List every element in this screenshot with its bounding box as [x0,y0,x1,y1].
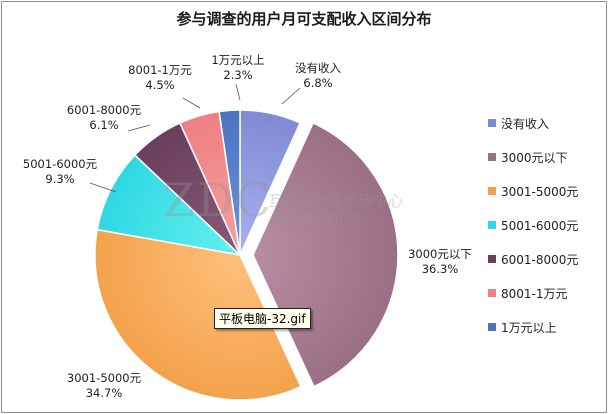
legend-swatch [488,289,496,297]
slice-percent-label: 34.7% [86,386,123,400]
slice-percent-label: 36.3% [422,262,459,276]
leader-line [281,87,301,105]
leader-line [182,97,201,109]
legend-label: 1万元以上 [501,321,557,335]
slice-percent-label: 6.1% [89,118,118,132]
slice-name-label: 1万元以上 [211,53,264,67]
pie-slice [94,228,302,401]
watermark-name: 互联网消费调研中心 [268,192,404,210]
pie-slice [96,154,243,257]
legend-label: 6001-8000元 [501,253,578,267]
slice-name-label: 没有收入 [295,61,341,75]
legend-swatch [488,153,496,161]
pie-slice [218,109,241,256]
legend-label: 3000元以下 [501,151,568,165]
slice-percent-label: 4.5% [145,78,174,92]
slice-percent-label: 6.8% [303,76,332,90]
watermark-url: zdc.zol.com.cn [272,211,361,225]
legend-label: 没有收入 [501,116,549,131]
legend: 没有收入 3000元以下 3001-5000元 5001-6000元 6001-8000… [488,116,578,335]
slice-name-label: 5001-6000元 [23,157,98,171]
legend-swatch [488,119,496,127]
slice-percent-label: 2.3% [223,68,252,82]
slice-percent-label: 9.3% [45,172,74,186]
legend-swatch [488,187,496,195]
pie-slices [94,109,399,401]
slice-name-label: 8001-1万元 [128,63,192,77]
leader-line [127,124,151,132]
chart-title: 参与调查的用户月可支配收入区间分布 [176,10,432,28]
tooltip: 平板电脑-32.gif [214,308,311,329]
legend-swatch [488,323,496,331]
legend-label: 8001-1万元 [501,287,568,301]
watermark-logo: ZDC [163,173,274,227]
slice-name-label: 6001-8000元 [67,103,142,117]
legend-swatch [488,255,496,263]
leader-line [89,182,117,193]
legend-label: 5001-6000元 [501,219,578,233]
legend-label: 3001-5000元 [501,185,578,199]
slice-name-label: 3000元以下 [408,247,472,261]
leader-line [235,83,241,101]
slice-name-label: 3001-5000元 [67,371,142,385]
legend-swatch [488,221,496,229]
